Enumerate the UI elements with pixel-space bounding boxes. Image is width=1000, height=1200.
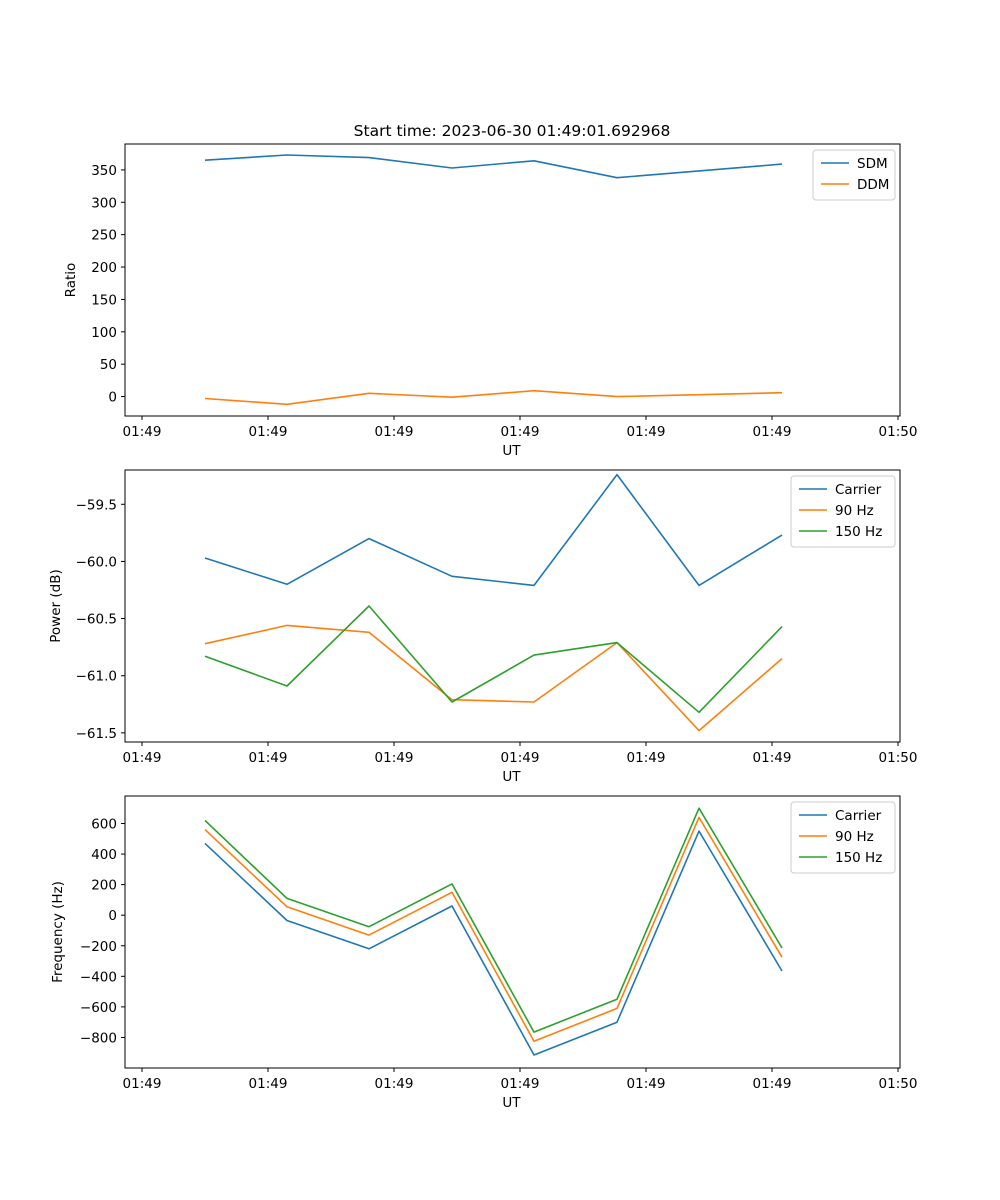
x-tick-label: 01:49 <box>627 750 666 766</box>
y-tick-label: 150 <box>91 292 117 308</box>
y-tick-label: 350 <box>91 163 117 179</box>
legend-label: 150 Hz <box>835 524 882 540</box>
legend-box <box>790 801 896 874</box>
series-line-carrier <box>204 830 783 1056</box>
y-tick-label: −60.5 <box>76 612 117 628</box>
y-tick-label: 100 <box>91 325 117 341</box>
chart-title: Start time: 2023-06-30 01:49:01.692968 <box>354 122 671 140</box>
y-tick-label: −60.0 <box>76 554 117 570</box>
x-axis-label: UT <box>502 443 521 459</box>
x-tick-label: 01:50 <box>879 750 918 766</box>
power-panel: 01:49 01:49 01:49 01:49 01:49 01:49 01:50 −61.5… <box>48 469 918 785</box>
y-tick-label: −61.5 <box>76 726 117 742</box>
axes-frame <box>124 795 901 1069</box>
y-tick-label: 200 <box>91 260 117 276</box>
legend-label: 90 Hz <box>835 503 874 519</box>
y-axis-label: Ratio <box>63 263 79 298</box>
x-tick-label: 01:49 <box>501 750 540 766</box>
ratio-panel: 01:49 01:49 01:49 01:49 01:49 01:49 01:50 0 50 10… <box>63 143 918 459</box>
y-tick-label: −61.0 <box>76 669 117 685</box>
x-tick-label: 01:50 <box>879 1076 918 1092</box>
x-axis-label: UT <box>502 1095 521 1111</box>
x-tick-label: 01:49 <box>123 424 162 440</box>
axes-frame <box>124 469 901 743</box>
y-tick-label: −400 <box>80 969 117 985</box>
legend-box <box>790 475 896 548</box>
x-tick-label: 01:49 <box>375 750 414 766</box>
x-tick-label: 01:49 <box>501 1076 540 1092</box>
legend-label: Carrier <box>835 482 882 498</box>
x-tick-label: 01:49 <box>753 750 792 766</box>
x-tick-label: 01:49 <box>627 1076 666 1092</box>
series-line-carrier <box>204 473 783 587</box>
x-axis-label: UT <box>502 769 521 785</box>
y-tick-label: 0 <box>108 390 117 406</box>
x-tick-label: 01:49 <box>249 424 288 440</box>
x-tick-label: 01:49 <box>753 424 792 440</box>
legend-label: 150 Hz <box>835 850 882 866</box>
y-tick-label: 400 <box>91 847 117 863</box>
x-tick-label: 01:49 <box>375 424 414 440</box>
y-tick-label: 300 <box>91 195 117 211</box>
y-tick-label: −200 <box>80 939 117 955</box>
x-tick-label: 01:49 <box>249 750 288 766</box>
y-tick-label: 200 <box>91 878 117 894</box>
x-tick-label: 01:50 <box>879 424 918 440</box>
x-tick-label: 01:49 <box>249 1076 288 1092</box>
legend-label: SDM <box>857 156 888 172</box>
legend-label: Carrier <box>835 808 882 824</box>
y-tick-label: 600 <box>91 817 117 833</box>
y-tick-label: 50 <box>100 357 117 373</box>
y-axis-label: Power (dB) <box>48 569 64 642</box>
series-line-ddm <box>204 389 783 406</box>
axes-frame <box>124 143 901 417</box>
x-tick-label: 01:49 <box>123 1076 162 1092</box>
series-line-150-hz <box>204 605 783 714</box>
legend-label: 90 Hz <box>835 829 874 845</box>
y-axis-label: Frequency (Hz) <box>50 881 66 983</box>
y-tick-label: −600 <box>80 1000 117 1016</box>
legend-label: DDM <box>857 177 889 193</box>
y-tick-label: 250 <box>91 228 117 244</box>
x-tick-label: 01:49 <box>123 750 162 766</box>
x-tick-label: 01:49 <box>375 1076 414 1092</box>
series-line-90-hz <box>204 816 783 1043</box>
series-line-90-hz <box>204 624 783 732</box>
y-tick-label: 0 <box>108 908 117 924</box>
y-tick-label: −59.5 <box>76 497 117 513</box>
frequency-panel: 01:49 01:49 01:49 01:49 01:49 01:49 01:50 −800 −… <box>50 795 918 1111</box>
series-line-sdm <box>204 154 783 179</box>
series-line-150-hz <box>204 807 783 1033</box>
x-tick-label: 01:49 <box>753 1076 792 1092</box>
x-tick-label: 01:49 <box>501 424 540 440</box>
x-tick-label: 01:49 <box>627 424 666 440</box>
y-tick-label: −800 <box>80 1030 117 1046</box>
